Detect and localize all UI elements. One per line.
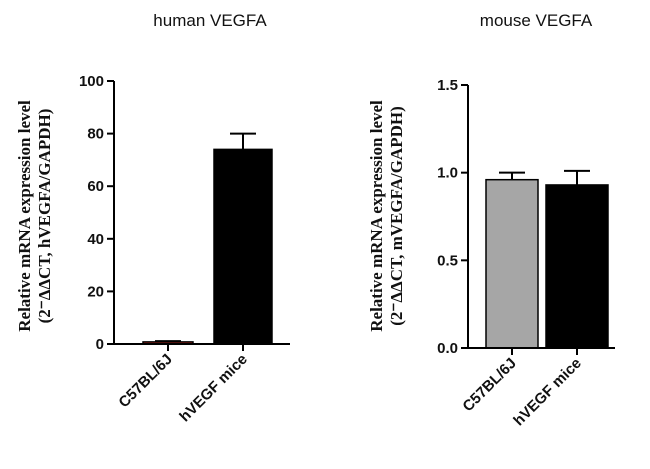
y-axis-title-line2: (2⁻ΔΔCT, mVEGFA/GAPDH) bbox=[387, 106, 406, 325]
bar bbox=[485, 178, 539, 349]
x-tick-label: C57BL/6J bbox=[115, 351, 175, 411]
y-axis-title-line1: Relative mRNA expression level bbox=[367, 100, 386, 332]
bar bbox=[213, 148, 273, 345]
y-axis-title-line1: Relative mRNA expression level bbox=[15, 100, 34, 332]
y-tick-label: 0.5 bbox=[437, 252, 458, 269]
y-tick-label: 20 bbox=[87, 283, 104, 300]
y-tick-label: 100 bbox=[79, 73, 104, 90]
y-tick-label: 60 bbox=[87, 178, 104, 195]
y-axis-title: Relative mRNA expression level (2⁻ΔΔCT, … bbox=[367, 100, 406, 332]
y-tick-label: 1.0 bbox=[437, 165, 458, 182]
chart-title: human VEGFA bbox=[153, 11, 267, 30]
plot-area: 0 20 40 60 80 100 C57BL/6J hVEGF mice bbox=[79, 73, 290, 425]
y-tick-label: 40 bbox=[87, 231, 104, 248]
chart-title: mouse VEGFA bbox=[480, 11, 593, 30]
x-tick-label: hVEGF mice bbox=[510, 355, 585, 430]
y-tick-label: 80 bbox=[87, 126, 104, 143]
x-tick-label: C57BL/6J bbox=[459, 355, 519, 415]
y-tick-label: 1.5 bbox=[437, 77, 458, 94]
chart-mouse-vegfa: mouse VEGFA Relative mRNA expression lev… bbox=[367, 11, 615, 429]
chart-human-vegfa: human VEGFA Relative mRNA expression lev… bbox=[15, 11, 290, 425]
x-tick-label: hVEGF mice bbox=[176, 351, 251, 426]
y-axis-title: Relative mRNA expression level (2⁻ΔΔCT, … bbox=[15, 100, 54, 332]
y-axis-title-line2: (2⁻ΔΔCT, hVEGFA/GAPDH) bbox=[35, 109, 54, 324]
y-tick-label: 0 bbox=[96, 336, 104, 353]
bar bbox=[545, 184, 609, 349]
y-tick-label: 0.0 bbox=[437, 340, 458, 357]
